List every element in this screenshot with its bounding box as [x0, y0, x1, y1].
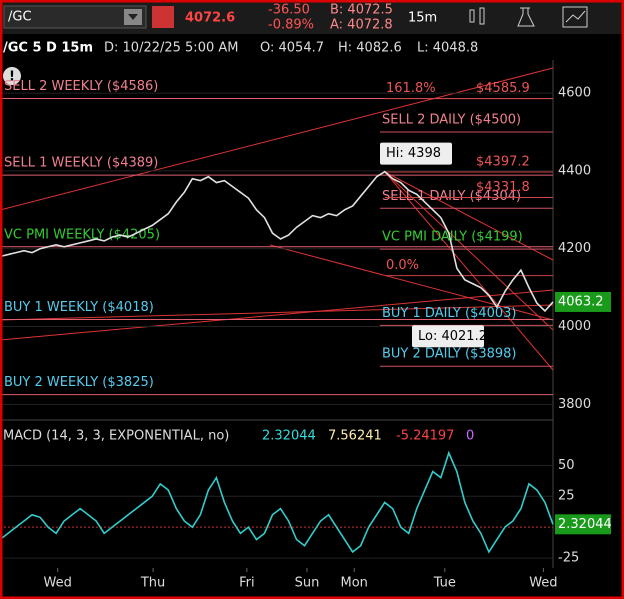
open: O: 4054.7	[260, 41, 324, 56]
x-tick-label: Sun	[295, 576, 320, 591]
y-tick-label: 4000	[558, 319, 591, 334]
low: L: 4048.8	[417, 41, 478, 56]
y-tick-label: 4200	[558, 241, 591, 256]
y-tick-label: 4600	[558, 86, 591, 101]
level-label: SELL 2 WEEKLY ($4586)	[4, 79, 158, 94]
x-tick-label: Wed	[44, 576, 72, 591]
last-badge-label: 4063.2	[558, 294, 604, 309]
level-label: VC PMI WEEKLY ($4205)	[4, 227, 160, 242]
last-price: 4072.6	[185, 11, 235, 26]
x-tick-label: Wed	[529, 576, 557, 591]
level-label: BUY 2 DAILY ($3898)	[382, 347, 517, 362]
y-tick-label: 3800	[558, 397, 591, 412]
level-label: BUY 2 WEEKLY ($3825)	[4, 375, 154, 390]
level-label: SELL 1 WEEKLY ($4389)	[4, 156, 158, 171]
interval[interactable]: 15m	[408, 11, 437, 26]
level-label: SELL 2 DAILY ($4500)	[382, 112, 521, 127]
y-tick-label: 50	[558, 458, 575, 473]
readout: 2.32044	[262, 429, 316, 444]
series-line	[0, 170, 554, 313]
x-tick-label: Tue	[433, 576, 456, 591]
level-label: BUY 1 WEEKLY ($4018)	[4, 300, 154, 315]
alert-icon[interactable]	[3, 67, 21, 85]
readout: -5.24197	[396, 429, 454, 444]
high: H: 4082.6	[338, 41, 402, 56]
link-button[interactable]	[152, 6, 174, 28]
last-badge-label: 2.32044	[558, 517, 612, 532]
fib-pct: 0.0%	[386, 258, 419, 273]
level-label: VC PMI DAILY ($4199)	[382, 230, 523, 245]
y-tick-label: -25	[558, 551, 579, 566]
dropdown-arrow	[128, 14, 138, 20]
callout-label: Lo: 4021.2	[418, 329, 487, 344]
toolbar-icons[interactable]	[469, 6, 588, 28]
change: -36.50	[268, 3, 310, 18]
y-tick-label: 25	[558, 489, 575, 504]
readout: 7.56241	[328, 429, 382, 444]
alert-icon-mark: !	[9, 70, 15, 85]
fib-price: $4585.9	[476, 81, 530, 96]
last-badge	[555, 291, 611, 312]
symbol-box[interactable]	[3, 5, 147, 29]
readout: 0	[466, 429, 474, 444]
level-label: SELL 1 DAILY ($4304)	[382, 189, 521, 204]
price-callout	[412, 325, 484, 348]
last-badge	[555, 514, 611, 535]
indicator-title: MACD (14, 3, 3, EXPONENTIAL, no)	[3, 429, 229, 444]
ask: A: 4072.8	[330, 18, 393, 33]
fib-price: $4397.2	[476, 154, 530, 169]
price-callout	[380, 142, 452, 165]
change-pct: -0.89%	[268, 18, 314, 33]
x-tick-label: Fri	[239, 576, 255, 591]
chart-title: /GC 5 D 15m	[3, 41, 93, 56]
y-tick-label: 4400	[558, 163, 591, 178]
date: D: 10/22/25 5:00 AM	[104, 41, 238, 56]
fib-pct: 161.8%	[386, 81, 436, 96]
symbol: /GC	[8, 10, 32, 25]
trend-lines	[0, 67, 554, 371]
callout-label: Hi: 4398	[386, 146, 441, 161]
x-tick-label: Thu	[140, 576, 165, 591]
x-tick-label: Mon	[341, 576, 368, 591]
series-line	[0, 450, 554, 554]
bid: B: 4072.5	[330, 3, 393, 18]
fib-price: $4331.8	[476, 180, 530, 195]
level-label: BUY 1 DAILY ($4003)	[382, 306, 517, 321]
